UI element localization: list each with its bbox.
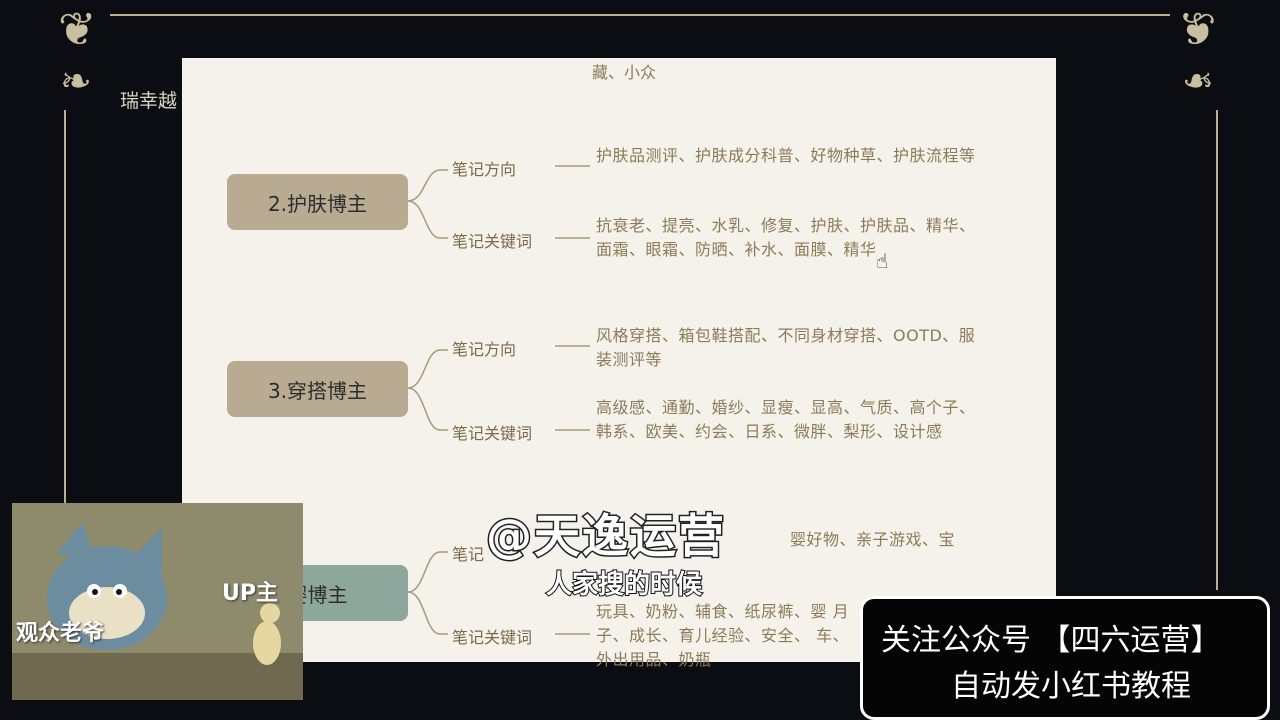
frame-border-left — [64, 110, 66, 510]
branch-label-keywords: 笔记关键词 — [452, 628, 533, 647]
leaf-text-keywords: 高级感、通勤、婚纱、显瘦、显高、气质、高个子、韩系、欧美、约会、日系、微胖、梨形… — [596, 398, 976, 441]
branch-label-direction: 笔记 — [452, 545, 485, 564]
leaf-text-keywords: 玩具、奶粉、辅食、纸尿裤、婴 月子、成长、育儿经验、安全、 车、外出用品、奶瓶 — [596, 602, 850, 669]
mindmap-node-skincare-blogger: 2.护肤博主 — [227, 174, 408, 230]
mindmap-node-fashion-blogger: 3.穿搭博主 — [227, 361, 408, 417]
hand-cursor-icon: ☝ — [876, 249, 889, 273]
frame-ornament-right: ❧ — [1182, 59, 1214, 103]
video-subtitle: 人家搜的时候 — [545, 569, 703, 601]
background-slide-text: 瑞幸越 — [120, 90, 178, 112]
document-page — [182, 58, 1056, 662]
webcam-overlay: UP主 观众老爷 — [12, 503, 303, 700]
frame-border-top — [110, 14, 1170, 16]
top-snippet: 藏、小众 — [592, 63, 657, 82]
leaf-text-direction: 婴好物、亲子游戏、宝 — [790, 530, 956, 549]
frame-border-right — [1216, 110, 1218, 590]
viewer-label: 观众老爷 — [16, 621, 105, 646]
channel-watermark: @天逸运营 — [485, 508, 726, 565]
branch-label-direction: 笔记方向 — [452, 340, 517, 359]
promo-line-2: 自动发小红书教程 — [951, 669, 1191, 704]
promo-banner: 关注公众号 【四六运营】 自动发小红书教程 — [860, 596, 1270, 720]
leaf-text-direction: 风格穿搭、箱包鞋搭配、不同身材穿搭、OOTD、服装测评等 — [596, 326, 976, 369]
branch-label-direction: 笔记方向 — [452, 160, 517, 179]
frame-ornament-left: ❧ — [60, 59, 92, 103]
up-host-label: UP主 — [222, 581, 278, 606]
branch-label-keywords: 笔记关键词 — [452, 424, 533, 443]
branch-label-keywords: 笔记关键词 — [452, 232, 533, 251]
frame-ornament-top-right: ❦ — [1178, 2, 1217, 56]
cartoon-cat-illustration — [12, 503, 303, 700]
leaf-text-direction: 护肤品测评、护肤成分科普、好物种草、护肤流程等 — [596, 146, 976, 165]
promo-line-1: 关注公众号 【四六运营】 — [881, 623, 1221, 658]
leaf-text-keywords: 抗衰老、提亮、水乳、修复、护肤、护肤品、精华、面霜、眼霜、防晒、补水、面膜、精华 — [596, 216, 976, 259]
frame-ornament-top-left: ❦ — [58, 2, 97, 56]
